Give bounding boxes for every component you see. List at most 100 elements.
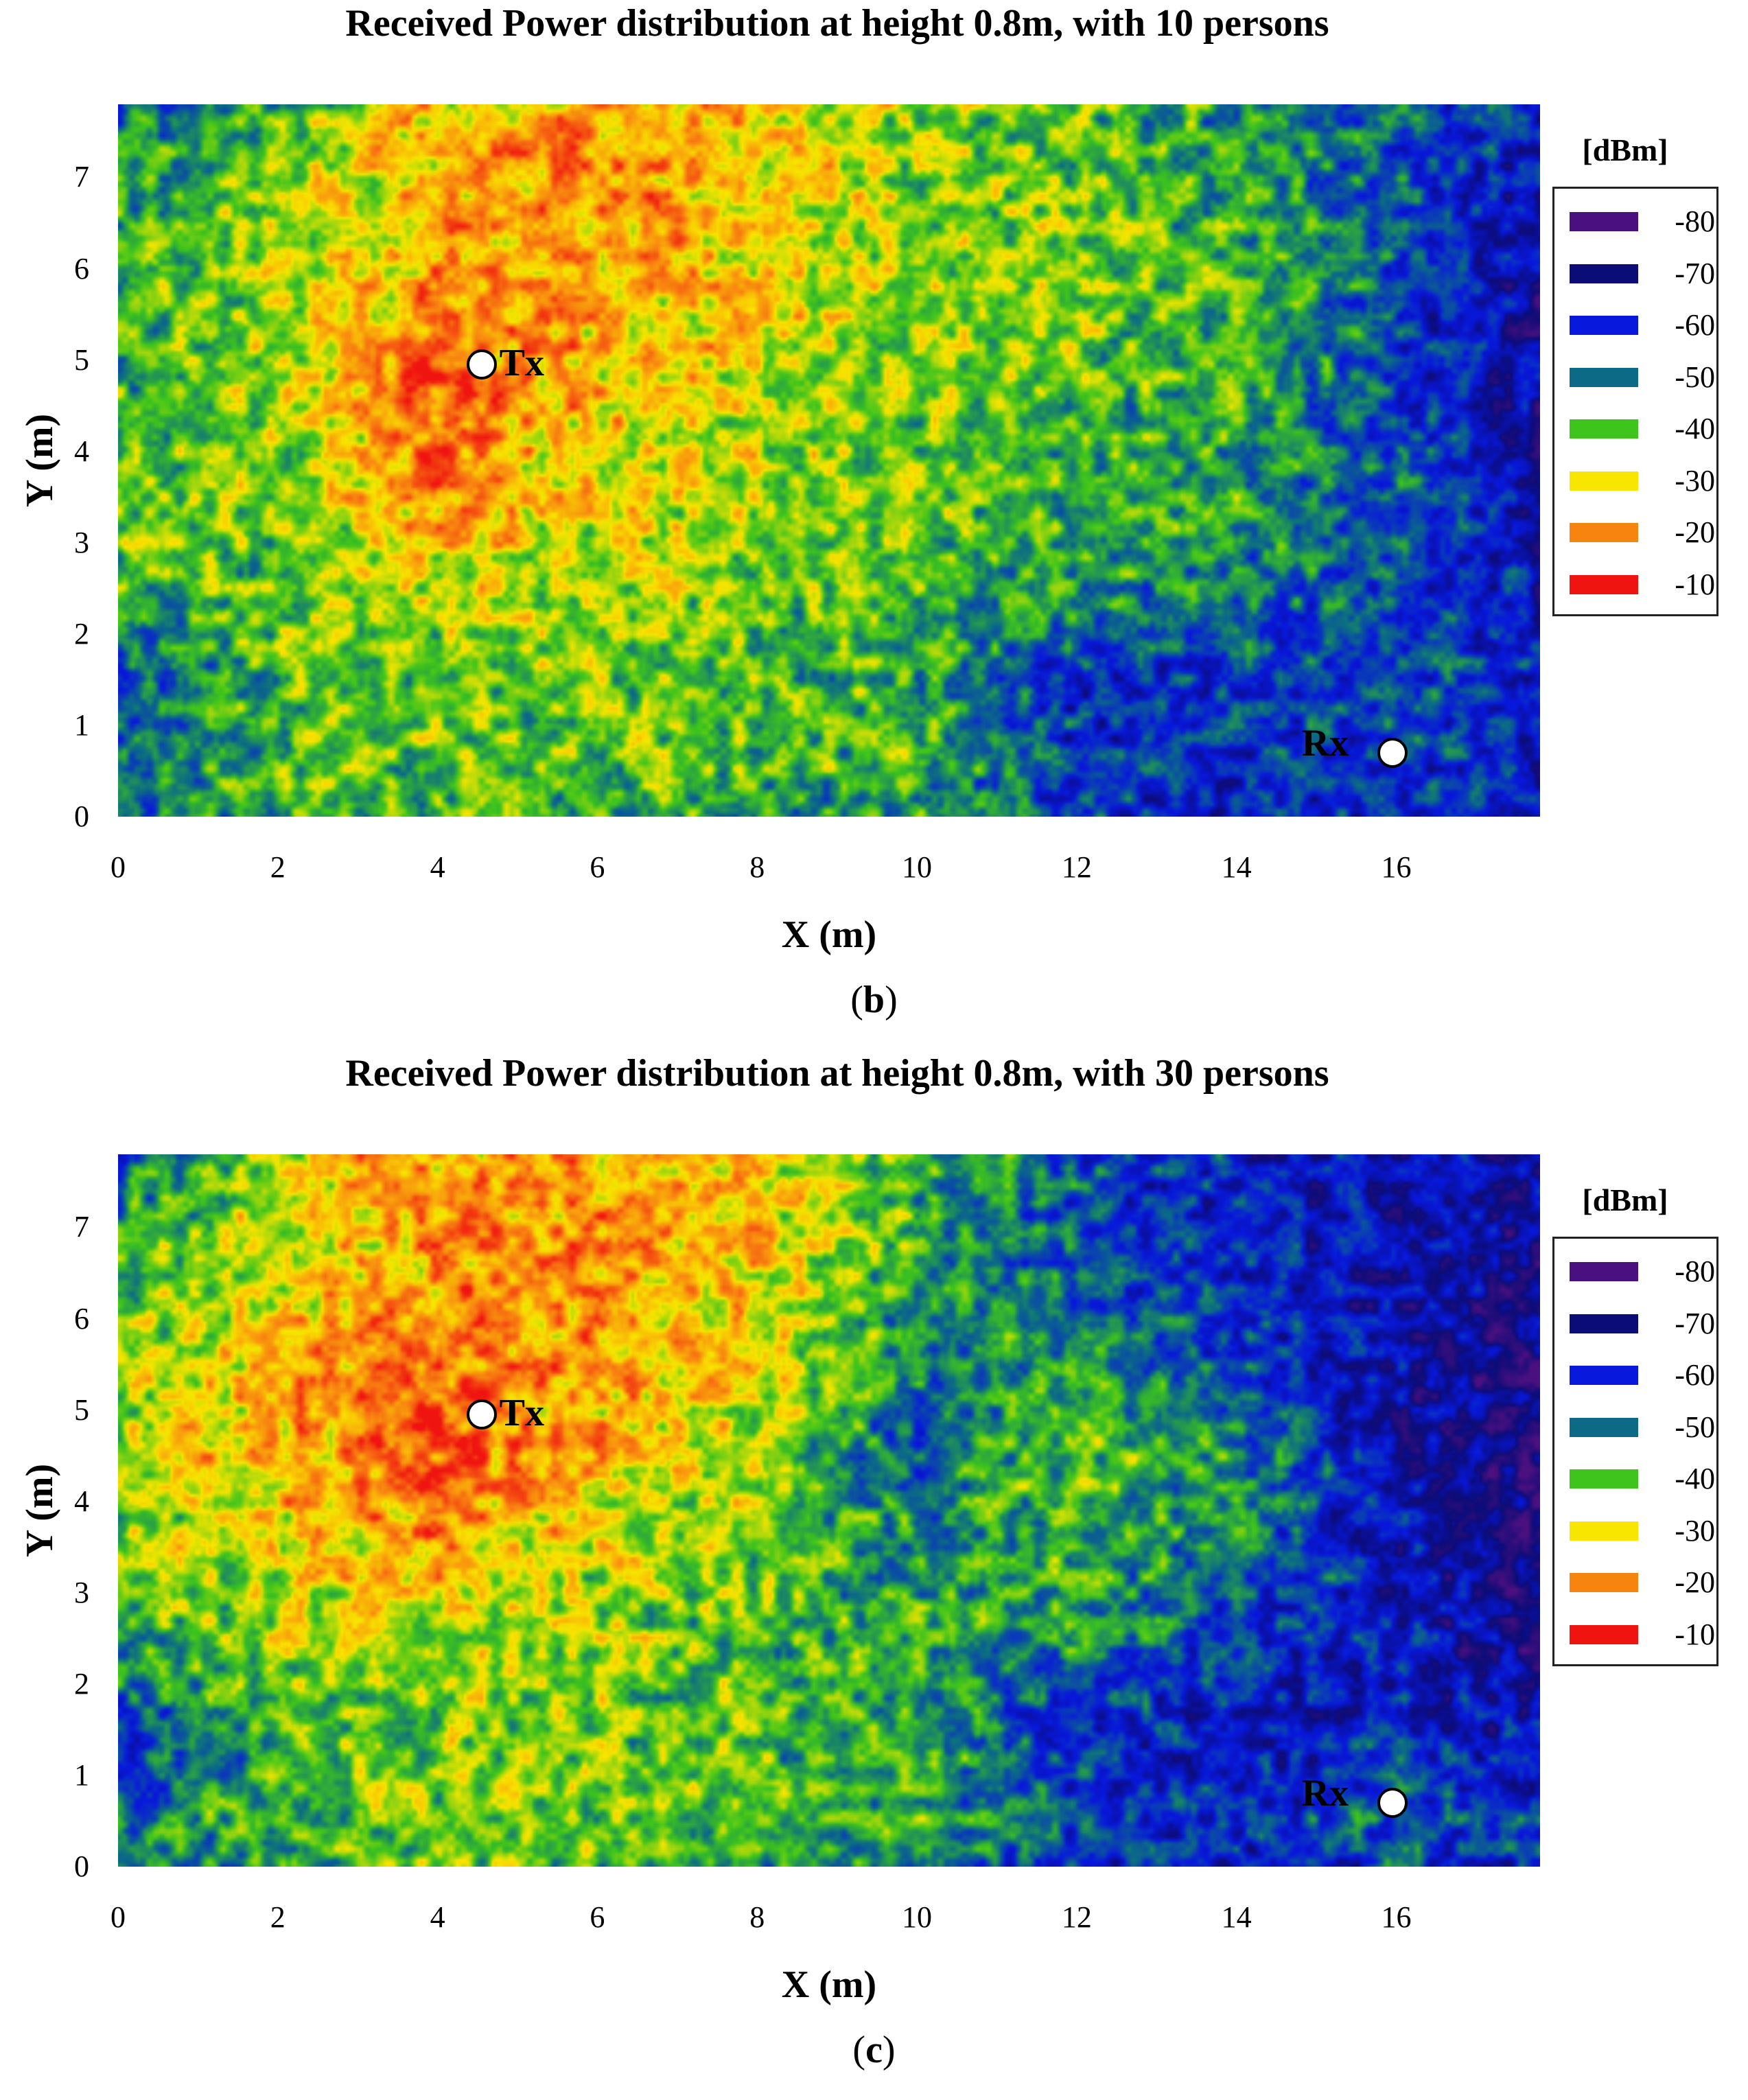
legend-swatch <box>1570 1521 1638 1541</box>
heatmap-canvas <box>118 104 1540 817</box>
heatmap-plot-area <box>118 104 1540 817</box>
y-tick-label: 2 <box>74 1666 89 1701</box>
x-axis-label: X (m) <box>781 913 877 956</box>
legend-title: [dBm] <box>1582 1182 1668 1217</box>
legend-label: -20 <box>1675 1565 1715 1599</box>
tx-marker <box>466 349 497 380</box>
x-tick-label: 6 <box>590 1900 605 1934</box>
legend-label: -10 <box>1675 567 1715 601</box>
legend-label: -70 <box>1675 256 1715 290</box>
y-axis-label: Y (m) <box>19 1463 61 1558</box>
x-tick-label: 0 <box>110 1900 126 1934</box>
x-tick-label: 0 <box>110 850 126 884</box>
chart-panel-b: Received Power distribution at height 0.… <box>19 2 1718 1021</box>
legend-swatch <box>1570 264 1638 283</box>
legend-label: -80 <box>1675 205 1715 238</box>
legend-item: -70 <box>1570 1303 1721 1344</box>
legend-swatch <box>1570 367 1638 387</box>
x-tick-label: 16 <box>1381 850 1412 884</box>
legend-item: -80 <box>1570 1251 1721 1292</box>
legend-label: -10 <box>1675 1617 1715 1651</box>
legend-item: -60 <box>1570 1355 1721 1396</box>
y-tick-label: 7 <box>74 160 89 194</box>
x-tick-label: 8 <box>749 1900 765 1934</box>
x-tick-label: 4 <box>430 850 445 884</box>
legend-swatch <box>1570 523 1638 542</box>
panel-label: (b) <box>850 979 898 1021</box>
legend-label: -20 <box>1675 515 1715 549</box>
x-tick-label: 10 <box>902 850 933 884</box>
y-tick-label: 7 <box>74 1210 89 1244</box>
rx-marker <box>1377 1787 1408 1818</box>
x-tick-label: 12 <box>1061 1900 1092 1934</box>
y-axis-label: Y (m) <box>19 413 61 508</box>
legend-swatch <box>1570 1262 1638 1281</box>
legend-swatch <box>1570 1573 1638 1592</box>
legend-label: -60 <box>1675 1358 1715 1392</box>
x-tick-label: 2 <box>270 1900 285 1934</box>
heatmap-canvas <box>118 1154 1540 1867</box>
panel-letter: c <box>865 2029 883 2071</box>
chart-panel-c: Received Power distribution at height 0.… <box>0 1050 1748 2100</box>
x-tick-label: 6 <box>590 850 605 884</box>
legend-swatch <box>1570 471 1638 491</box>
y-tick-label: 4 <box>74 434 89 468</box>
legend-label: -80 <box>1675 1255 1715 1288</box>
legend-item: -30 <box>1570 1510 1721 1552</box>
x-tick-label: 14 <box>1221 1900 1252 1934</box>
y-tick-label: 4 <box>74 1484 89 1518</box>
legend-label: -30 <box>1675 1513 1715 1548</box>
legend-item: -20 <box>1570 1562 1721 1603</box>
legend-swatch <box>1570 316 1638 335</box>
legend-swatch <box>1570 574 1638 594</box>
x-tick-label: 14 <box>1221 850 1252 884</box>
legend-label: -50 <box>1675 360 1715 394</box>
panel-letter: b <box>863 979 885 1021</box>
panel-label: (c) <box>852 2029 896 2071</box>
legend-label: -40 <box>1675 412 1715 445</box>
chart-title: Received Power distribution at height 0.… <box>345 2 1329 45</box>
legend-item: -10 <box>1570 1614 1721 1655</box>
y-tick-label: 3 <box>74 525 89 559</box>
legend-item: -60 <box>1570 305 1721 346</box>
rx-label: Rx <box>1301 721 1349 765</box>
legend-label: -60 <box>1675 308 1715 342</box>
rx-marker <box>1377 737 1408 768</box>
legend: -80 -70 -60 -50 -40 -30 -20 -10 <box>1552 187 1718 616</box>
tx-label: Tx <box>499 1392 544 1435</box>
y-tick-label: 5 <box>74 1392 89 1427</box>
legend-label: -40 <box>1675 1462 1715 1495</box>
legend-swatch <box>1570 419 1638 439</box>
y-tick-label: 3 <box>74 1575 89 1609</box>
legend-swatch <box>1570 1314 1638 1333</box>
legend: -80 -70 -60 -50 -40 -30 -20 -10 <box>1552 1237 1718 1666</box>
legend-label: -70 <box>1675 1306 1715 1340</box>
legend-item: -40 <box>1570 408 1721 450</box>
x-tick-label: 12 <box>1061 850 1092 884</box>
legend-item: -70 <box>1570 253 1721 294</box>
y-tick-label: 1 <box>74 1758 89 1792</box>
x-tick-label: 16 <box>1381 1900 1412 1934</box>
legend-item: -50 <box>1570 357 1721 398</box>
tx-marker <box>466 1399 497 1430</box>
y-tick-label: 2 <box>74 616 89 651</box>
legend-item: -30 <box>1570 460 1721 502</box>
x-tick-label: 10 <box>902 1900 933 1934</box>
x-axis-label: X (m) <box>781 1963 877 2006</box>
legend-swatch <box>1570 1417 1638 1437</box>
y-tick-label: 1 <box>74 708 89 742</box>
y-tick-label: 6 <box>74 1301 89 1335</box>
legend-item: -10 <box>1570 564 1721 605</box>
legend-swatch <box>1570 1366 1638 1385</box>
legend-label: -50 <box>1675 1410 1715 1444</box>
y-tick-label: 0 <box>74 800 89 833</box>
legend-item: -80 <box>1570 201 1721 242</box>
legend-item: -20 <box>1570 512 1721 553</box>
legend-label: -30 <box>1675 463 1715 498</box>
chart-title: Received Power distribution at height 0.… <box>345 1052 1329 1095</box>
x-tick-label: 8 <box>749 850 765 884</box>
legend-swatch <box>1570 212 1638 231</box>
y-tick-label: 0 <box>74 1850 89 1883</box>
legend-swatch <box>1570 1624 1638 1644</box>
heatmap-plot-area <box>118 1154 1540 1867</box>
